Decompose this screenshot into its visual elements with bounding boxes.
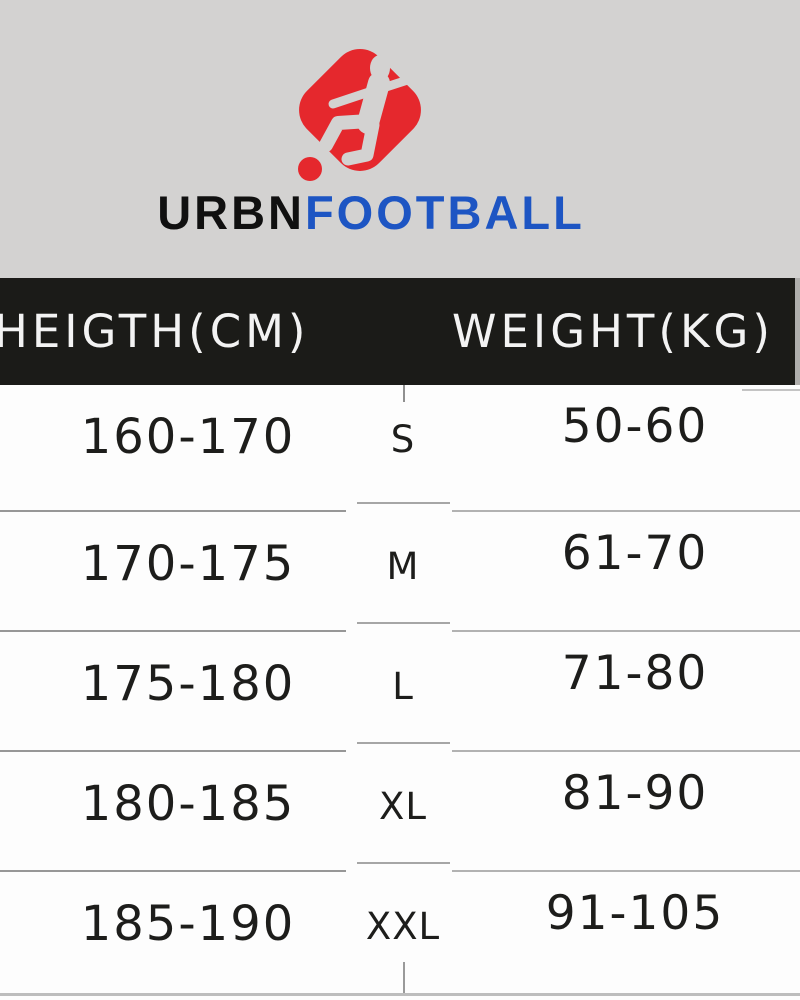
soccer-player-icon [319, 71, 425, 166]
size-cell: XXL [365, 905, 441, 948]
weight-cell: 61-70 [561, 526, 709, 581]
height-cell: 180-185 [80, 776, 296, 832]
column-tick [403, 385, 405, 402]
table-row: 185-190 XXL 91-105 [0, 872, 800, 993]
height-cell: 170-175 [80, 536, 296, 592]
header-weight-label: WEIGHT(KG) [452, 305, 774, 358]
wordmark-urbn: URBN [157, 186, 305, 239]
row-divider [357, 862, 450, 864]
row-divider [357, 622, 450, 624]
row-divider [452, 630, 800, 632]
row-divider [0, 870, 346, 872]
weight-cell: 91-105 [545, 886, 725, 941]
weight-cell: 50-60 [561, 399, 709, 454]
player-head-shape [370, 55, 390, 81]
size-table: 160-170 S 50-60 170-175 M 61-70 175-180 … [0, 385, 800, 1000]
brand-wordmark: URBNFOOTBALL [0, 186, 771, 240]
size-cell: S [390, 418, 416, 461]
row-divider [0, 510, 346, 512]
table-row: 175-180 L 71-80 [0, 632, 800, 752]
size-cell: M [386, 545, 420, 588]
bottom-border-line [0, 993, 800, 996]
brand-section: URBNFOOTBALL [0, 0, 800, 278]
ball-dot-icon [298, 157, 322, 181]
scan-artifact-line [742, 389, 800, 391]
size-cell: XL [379, 785, 427, 828]
row-divider [357, 502, 450, 504]
row-divider [0, 630, 346, 632]
table-row: 180-185 XL 81-90 [0, 752, 800, 872]
weight-cell: 81-90 [561, 766, 709, 821]
size-cell: L [392, 665, 414, 708]
row-divider [0, 750, 346, 752]
height-cell: 185-190 [80, 896, 296, 952]
row-divider [452, 510, 800, 512]
table-row: 170-175 M 61-70 [0, 512, 800, 632]
height-cell: 175-180 [80, 656, 296, 712]
wordmark-football: FOOTBALL [304, 186, 585, 239]
table-header-bar: HEIGTH(CM) WEIGHT(KG) [0, 278, 800, 385]
header-height-label: HEIGTH(CM) [0, 305, 310, 358]
row-divider [357, 742, 450, 744]
brand-logo [298, 49, 425, 181]
height-cell: 160-170 [80, 409, 296, 465]
row-divider [452, 750, 800, 752]
table-row: 160-170 S 50-60 [0, 385, 800, 512]
weight-cell: 71-80 [561, 646, 709, 701]
row-divider [452, 870, 800, 872]
column-tick [403, 962, 405, 993]
